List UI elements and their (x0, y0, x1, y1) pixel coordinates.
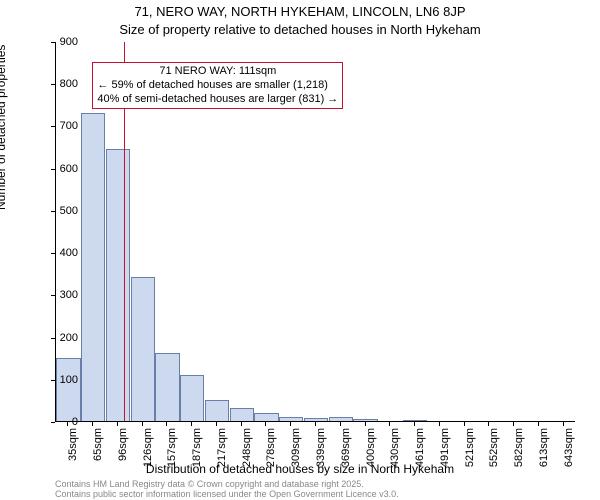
annotation-larger: 40% of semi-detached houses are larger (… (97, 93, 338, 107)
x-tick-mark (538, 422, 539, 426)
x-tick-mark (67, 422, 68, 426)
x-tick-mark (513, 422, 514, 426)
histogram-bar (230, 408, 254, 421)
x-tick-mark (340, 422, 341, 426)
x-tick-mark (241, 422, 242, 426)
x-tick-mark (464, 422, 465, 426)
y-tick-mark (51, 169, 55, 170)
histogram-bar (155, 353, 179, 421)
histogram-bar (254, 413, 278, 421)
x-axis-label: Distribution of detached houses by size … (0, 462, 600, 476)
x-tick-mark (315, 422, 316, 426)
histogram-bar (131, 277, 155, 421)
histogram-bar (205, 400, 229, 421)
attribution-text: Contains HM Land Registry data © Crown c… (55, 480, 399, 500)
annotation-smaller: ← 59% of detached houses are smaller (1,… (97, 79, 338, 93)
histogram-bar (353, 419, 377, 421)
y-tick-mark (51, 422, 55, 423)
histogram-bar (106, 149, 130, 421)
histogram-bar (279, 417, 303, 421)
x-tick-mark (265, 422, 266, 426)
x-tick-mark (414, 422, 415, 426)
x-tick-mark (563, 422, 564, 426)
x-tick-mark (389, 422, 390, 426)
y-tick-mark (51, 211, 55, 212)
histogram-bar (81, 113, 105, 421)
x-tick-mark (166, 422, 167, 426)
histogram-bar (56, 358, 80, 421)
attribution-line2: Contains public sector information licen… (55, 490, 399, 500)
x-tick-mark (191, 422, 192, 426)
x-tick-mark (142, 422, 143, 426)
annotation-title: 71 NERO WAY: 111sqm (97, 65, 338, 79)
y-tick-mark (51, 338, 55, 339)
plot-area: 71 NERO WAY: 111sqm ← 59% of detached ho… (55, 42, 575, 422)
histogram-bar (403, 420, 427, 421)
x-tick-mark (92, 422, 93, 426)
histogram-bar (304, 418, 328, 421)
y-tick-mark (51, 126, 55, 127)
x-tick-mark (290, 422, 291, 426)
chart-title-line2: Size of property relative to detached ho… (0, 22, 600, 37)
histogram-bar (180, 375, 204, 421)
annotation-box: 71 NERO WAY: 111sqm ← 59% of detached ho… (92, 62, 343, 109)
y-tick-mark (51, 253, 55, 254)
x-tick-mark (488, 422, 489, 426)
x-tick-mark (216, 422, 217, 426)
y-axis-label: Number of detached properties (0, 45, 8, 210)
x-tick-mark (117, 422, 118, 426)
x-tick-mark (365, 422, 366, 426)
chart-title-line1: 71, NERO WAY, NORTH HYKEHAM, LINCOLN, LN… (0, 4, 600, 19)
histogram-bar (329, 417, 353, 421)
y-tick-mark (51, 42, 55, 43)
y-tick-mark (51, 380, 55, 381)
y-tick-mark (51, 84, 55, 85)
y-tick-mark (51, 295, 55, 296)
x-tick-mark (439, 422, 440, 426)
